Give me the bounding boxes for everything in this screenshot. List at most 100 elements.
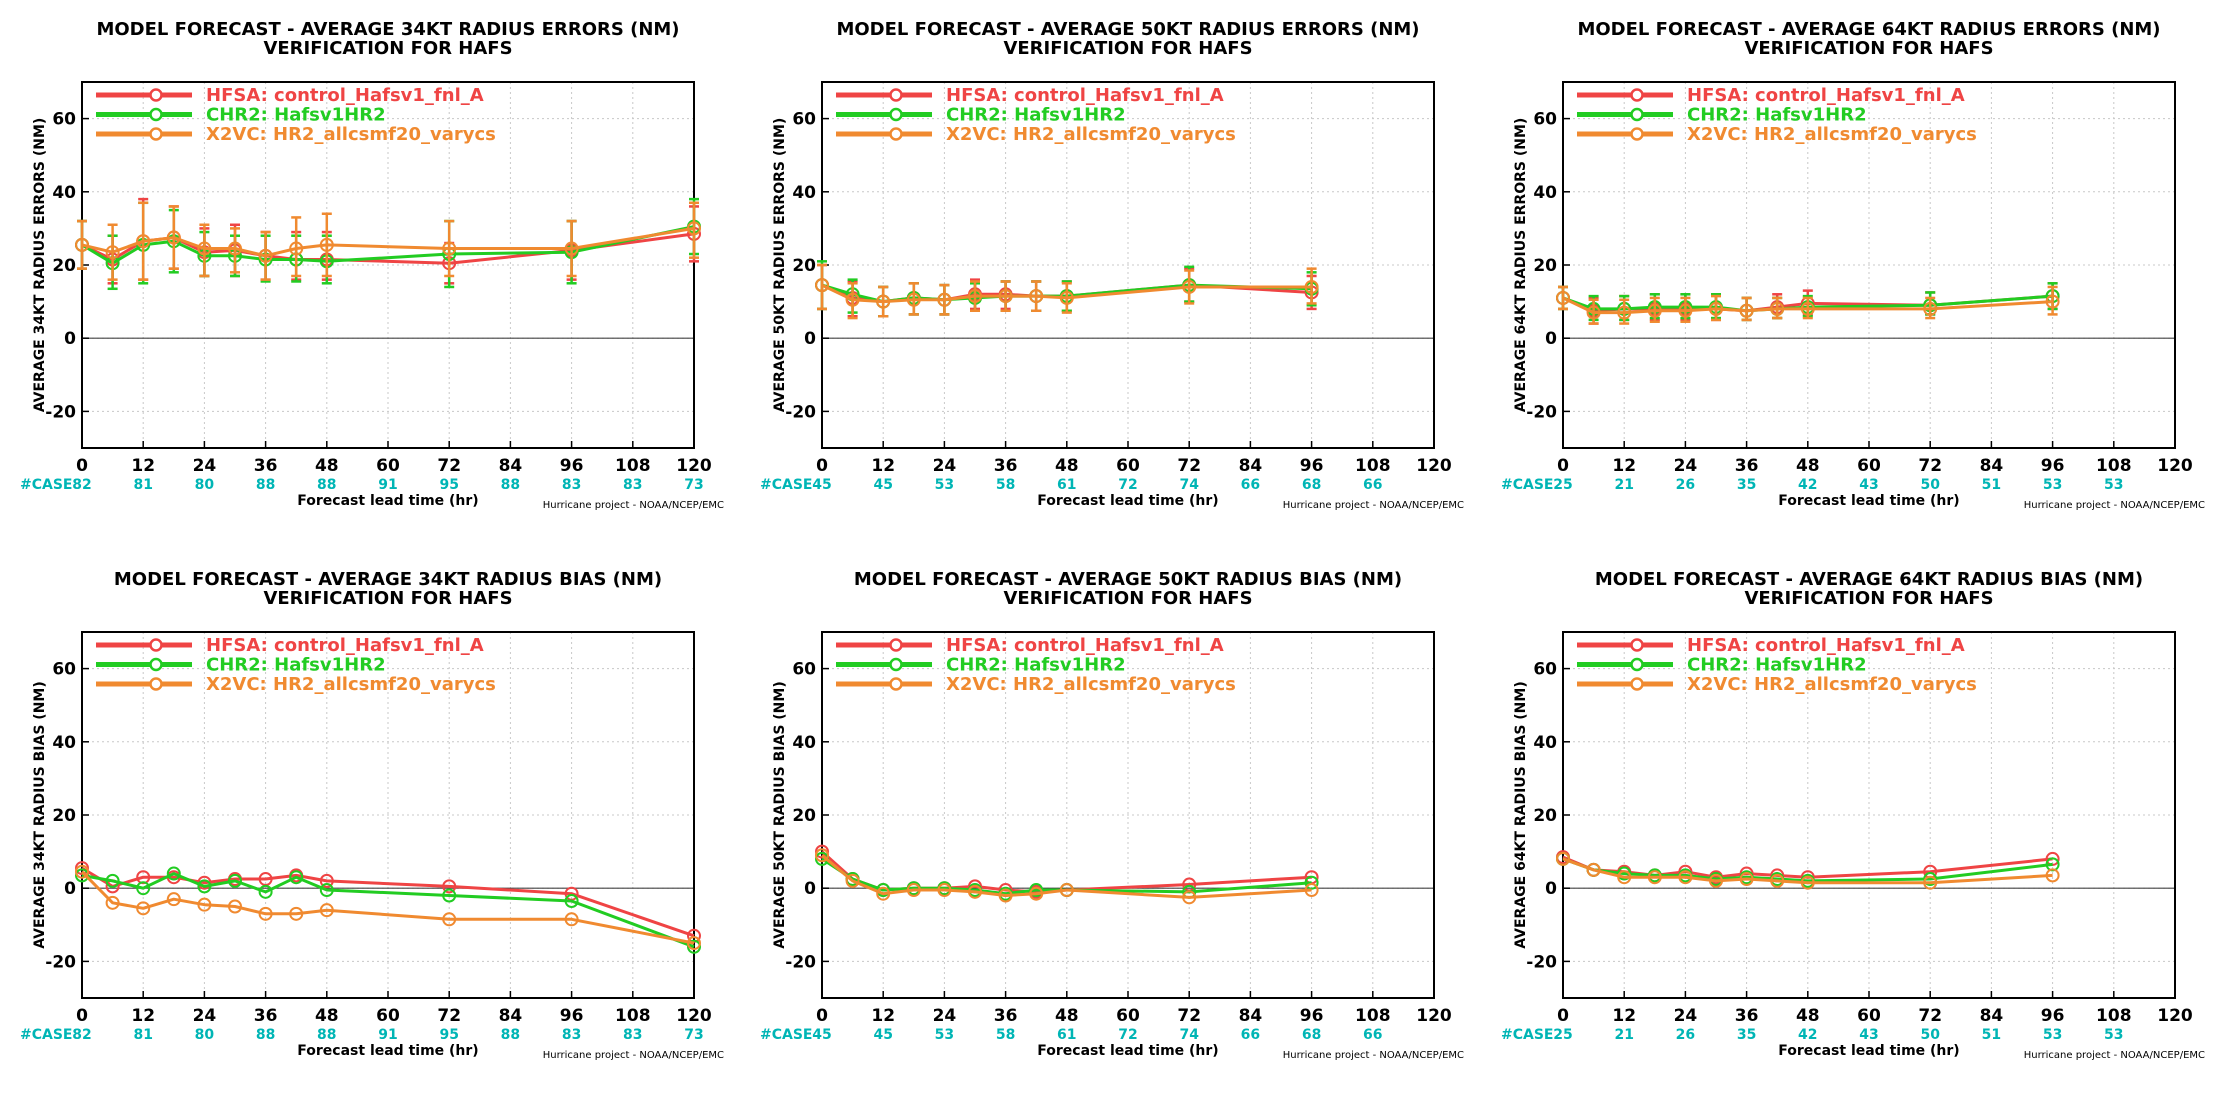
- y-tick-label: 40: [52, 183, 76, 203]
- case-count: 66: [1241, 1027, 1260, 1043]
- legend-label: CHR2: Hafsv1HR2: [1687, 655, 1867, 676]
- legend-label: X2VC: HR2_allcsmf20_varycs: [1687, 674, 1977, 695]
- x-tick-label: 0: [816, 456, 828, 476]
- series: [815, 263, 1319, 320]
- x-tick-label: 108: [1355, 1006, 1391, 1026]
- case-count: 35: [1737, 1027, 1756, 1043]
- x-tick-label: 36: [254, 456, 278, 476]
- chart-title: MODEL FORECAST - AVERAGE 34KT RADIUS BIA…: [114, 569, 662, 590]
- y-tick-label: 40: [792, 733, 816, 753]
- data-point: [937, 883, 952, 898]
- case-count: 58: [996, 1027, 1015, 1043]
- data-point: [1556, 851, 1570, 866]
- case-count: 42: [1798, 477, 1817, 493]
- x-axis-label: Forecast lead time (hr): [1778, 1043, 1959, 1059]
- data-point: [442, 241, 457, 256]
- chart-subtitle: VERIFICATION FOR HAFS: [263, 38, 512, 59]
- y-tick-label: 60: [792, 660, 816, 680]
- chart-panel: MODEL FORECAST - AVERAGE 64KT RADIUS ERR…: [1501, 19, 2205, 511]
- data-point: [75, 861, 89, 876]
- series-line: [821, 283, 1312, 304]
- case-count: 72: [1118, 477, 1137, 493]
- data-point: [166, 892, 181, 907]
- x-tick-label: 0: [816, 1006, 828, 1026]
- legend-label: X2VC: HR2_allcsmf20_varycs: [1687, 124, 1977, 145]
- case-label: #CASE: [1501, 477, 1554, 493]
- legend-marker: [1630, 107, 1644, 122]
- x-tick-label: 108: [615, 1006, 651, 1026]
- case-count: 43: [1859, 477, 1878, 493]
- data-point: [197, 879, 212, 894]
- data-point: [1800, 875, 1815, 890]
- x-tick-label: 96: [560, 456, 584, 476]
- x-tick-label: 72: [437, 456, 461, 476]
- case-count: 50: [1920, 1027, 1940, 1043]
- x-tick-label: 36: [1735, 456, 1759, 476]
- case-count: 83: [562, 477, 581, 493]
- legend-label: CHR2: Hafsv1HR2: [946, 655, 1126, 676]
- y-tick-label: 0: [1545, 879, 1557, 899]
- legend-marker: [149, 638, 163, 652]
- x-tick-label: 96: [2041, 456, 2065, 476]
- y-tick-label: -20: [785, 402, 816, 422]
- case-label: #CASE: [1501, 1027, 1554, 1043]
- data-point: [564, 894, 579, 909]
- data-point: [687, 221, 701, 236]
- legend-marker: [889, 677, 903, 691]
- case-count: 53: [935, 1027, 954, 1043]
- data-point: [1029, 883, 1044, 898]
- y-tick-label: 20: [792, 256, 816, 276]
- x-tick-label: 24: [193, 1006, 217, 1026]
- x-tick-label: 48: [1055, 1006, 1079, 1026]
- series-line: [1562, 857, 2053, 883]
- x-tick-label: 36: [1735, 1006, 1759, 1026]
- case-count: 25: [1553, 477, 1572, 493]
- case-count: 81: [133, 1027, 152, 1043]
- data-point: [845, 873, 860, 888]
- data-point: [1617, 866, 1632, 881]
- x-tick-label: 84: [499, 456, 523, 476]
- legend-label: HFSA: control_Hafsv1_fnl_A: [206, 635, 484, 656]
- y-tick-label: 20: [1533, 256, 1557, 276]
- y-tick-label: 20: [52, 806, 76, 826]
- case-count: 53: [2043, 477, 2062, 493]
- case-count: 35: [1737, 477, 1756, 493]
- x-tick-label: 84: [499, 1006, 523, 1026]
- x-tick-label: 0: [1557, 456, 1569, 476]
- x-tick-label: 24: [1674, 456, 1698, 476]
- y-axis-label: AVERAGE 34KT RADIUS BIAS (NM): [32, 681, 48, 948]
- case-count: 80: [195, 1027, 215, 1043]
- chart-panel: MODEL FORECAST - AVERAGE 50KT RADIUS BIA…: [760, 569, 1464, 1061]
- case-count: 72: [1118, 1027, 1137, 1043]
- x-tick-label: 0: [76, 456, 88, 476]
- data-point: [1556, 290, 1570, 305]
- data-point: [906, 292, 921, 307]
- case-count: 43: [1859, 1027, 1878, 1043]
- chart-subtitle: VERIFICATION FOR HAFS: [1744, 588, 1993, 609]
- data-point: [289, 870, 304, 885]
- y-tick-label: -20: [785, 952, 816, 972]
- data-point: [1304, 875, 1319, 890]
- x-tick-label: 24: [1674, 1006, 1698, 1026]
- y-tick-label: 60: [52, 110, 76, 130]
- data-point: [75, 868, 89, 883]
- y-tick-label: 60: [1533, 110, 1557, 130]
- x-tick-label: 120: [2157, 1006, 2193, 1026]
- data-point: [937, 292, 952, 307]
- x-tick-label: 72: [1177, 1006, 1201, 1026]
- case-count: 66: [1363, 477, 1382, 493]
- data-point: [1059, 883, 1074, 898]
- data-point: [1923, 875, 1938, 890]
- x-tick-label: 84: [1239, 456, 1263, 476]
- data-point: [1923, 301, 1938, 316]
- case-count: 73: [684, 477, 703, 493]
- x-tick-label: 24: [933, 1006, 957, 1026]
- x-tick-label: 24: [193, 456, 217, 476]
- data-point: [2045, 294, 2060, 309]
- legend-label: HFSA: control_Hafsv1_fnl_A: [206, 85, 484, 106]
- x-tick-label: 12: [1612, 456, 1636, 476]
- case-count: 82: [72, 477, 91, 493]
- case-count: 73: [684, 1027, 703, 1043]
- legend-marker: [1630, 657, 1644, 672]
